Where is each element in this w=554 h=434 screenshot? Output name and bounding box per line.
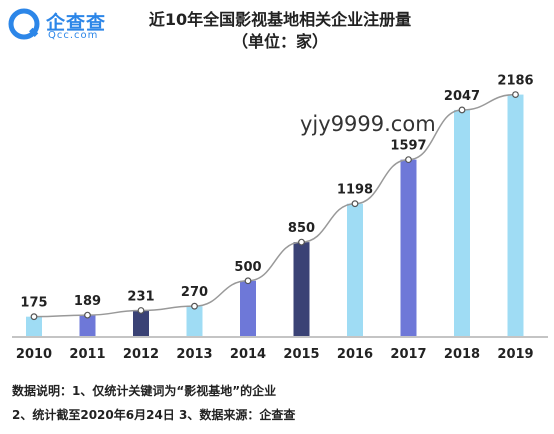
point-2018 [458,106,466,114]
tick-label-2010: 2010 [16,347,52,362]
tick-label-2018: 2018 [444,347,480,362]
tick-label-2014: 2014 [230,347,266,362]
chart-title: 近10年全国影视基地相关企业注册量 [148,10,412,29]
point-2013 [191,302,198,310]
bar-2018 [454,109,470,336]
data-label-2010: 175 [20,296,47,311]
logo-name: 企查查 [46,12,107,34]
point-2011 [84,311,91,319]
watermark: yjy9999.com [300,112,436,136]
bar-2014 [240,280,256,336]
trend-line [33,93,516,318]
note-line-2: 2、统计截至2020年6月24日 3、数据来源：企查查 [12,408,296,422]
logo-domain: Qcc.com [48,30,99,41]
tick-label-2015: 2015 [283,347,319,362]
data-label-2011: 189 [74,294,101,309]
data-label-2017: 1597 [390,139,426,154]
bar-2015 [293,242,310,336]
tick-label-2016: 2016 [337,347,373,362]
tick-label-2017: 2017 [390,347,426,362]
bar-2013 [186,306,203,336]
data-label-2016: 1198 [337,183,373,198]
tick-label-2011: 2011 [69,347,105,362]
point-2019 [512,91,519,98]
qcc-logo: 企查查 Qcc.com [8,4,128,44]
chart-subtitle: （单位：家） [231,32,328,51]
bar-2010 [26,316,42,336]
point-2014 [244,277,252,285]
point-2016 [351,200,359,208]
data-label-2018: 2047 [444,89,480,104]
data-label-2013: 270 [181,285,208,300]
data-label-2014: 500 [234,260,261,275]
data-label-2012: 231 [127,289,154,304]
bar-2012 [133,310,149,336]
point-2017 [405,156,412,164]
point-2010 [30,313,38,321]
bar-2017 [400,159,417,336]
note-line-1: 数据说明：1、仅统计关键词为“影视基地”的企业 [12,384,277,398]
bar-2011 [79,315,96,336]
bar-2019 [507,94,524,336]
tick-label-2012: 2012 [123,347,159,362]
tick-label-2019: 2019 [497,347,533,362]
point-2015 [298,238,305,246]
qcc-logo-icon [8,8,40,40]
data-label-2015: 850 [288,221,315,236]
bar-2016 [347,203,363,336]
data-label-2019: 2186 [497,74,533,89]
point-2012 [137,307,145,314]
tick-label-2013: 2013 [176,347,212,362]
